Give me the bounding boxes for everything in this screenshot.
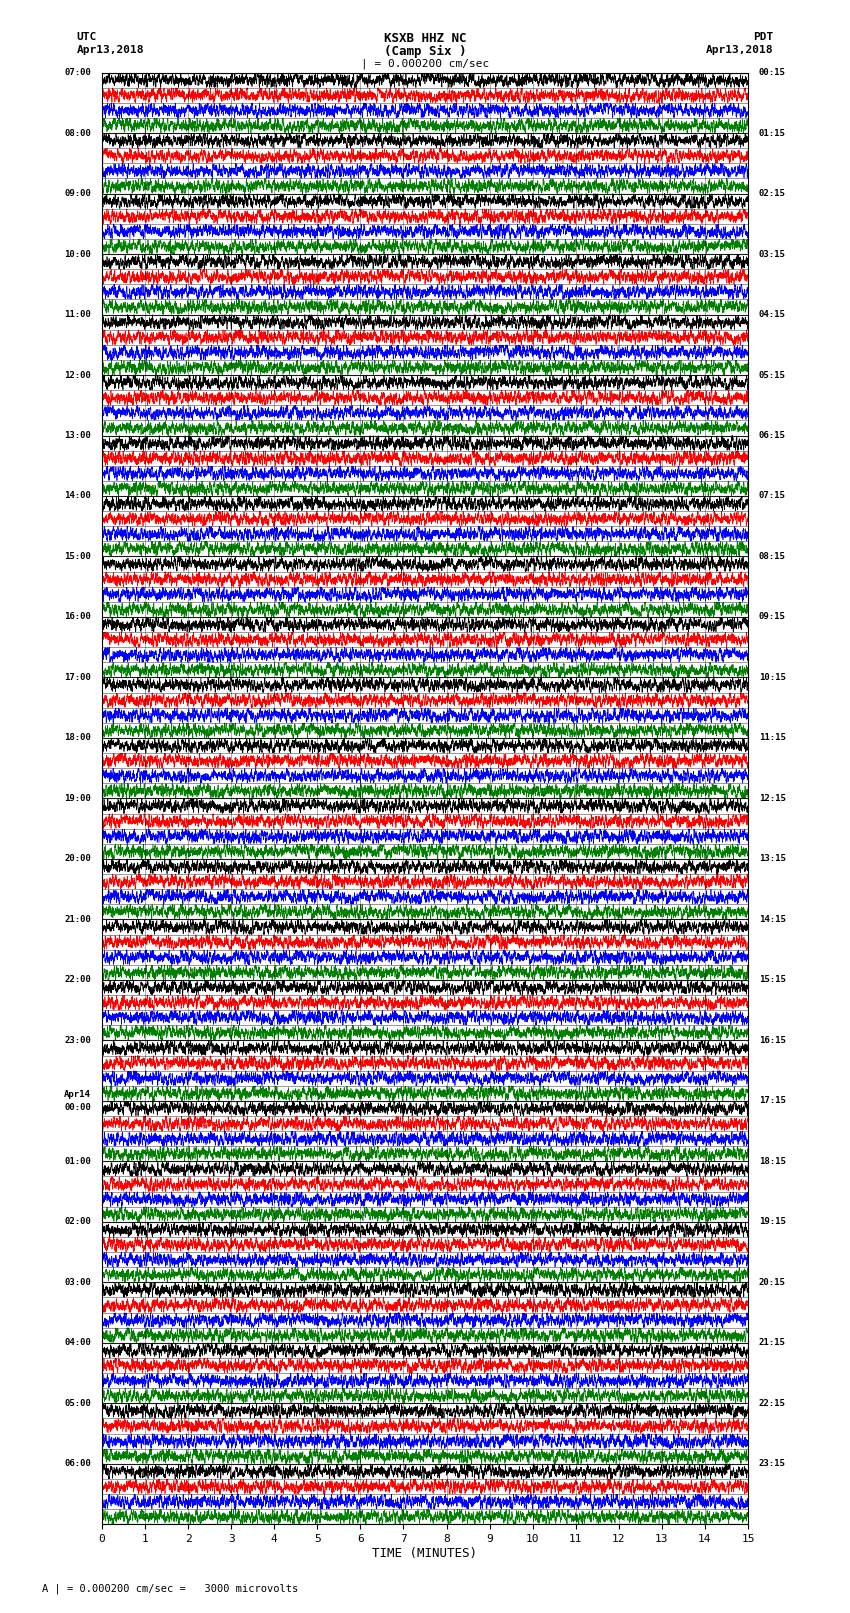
Text: 20:15: 20:15 <box>759 1277 785 1287</box>
Text: 22:15: 22:15 <box>759 1398 785 1408</box>
Text: 09:15: 09:15 <box>759 613 785 621</box>
Text: 04:15: 04:15 <box>759 310 785 319</box>
Text: 17:00: 17:00 <box>65 673 91 682</box>
Text: 18:15: 18:15 <box>759 1157 785 1166</box>
Text: 12:15: 12:15 <box>759 794 785 803</box>
Text: 06:15: 06:15 <box>759 431 785 440</box>
Text: A | = 0.000200 cm/sec =   3000 microvolts: A | = 0.000200 cm/sec = 3000 microvolts <box>42 1582 298 1594</box>
Text: 01:15: 01:15 <box>759 129 785 137</box>
Text: 02:00: 02:00 <box>65 1218 91 1226</box>
Text: 12:00: 12:00 <box>65 371 91 379</box>
Text: Apr13,2018: Apr13,2018 <box>706 45 774 55</box>
Text: 17:15: 17:15 <box>759 1097 785 1105</box>
Text: 21:15: 21:15 <box>759 1339 785 1347</box>
Text: 15:00: 15:00 <box>65 552 91 561</box>
Text: 16:00: 16:00 <box>65 613 91 621</box>
X-axis label: TIME (MINUTES): TIME (MINUTES) <box>372 1547 478 1560</box>
Text: 07:00: 07:00 <box>65 68 91 77</box>
Text: 14:00: 14:00 <box>65 492 91 500</box>
Text: 10:00: 10:00 <box>65 250 91 258</box>
Text: 03:00: 03:00 <box>65 1277 91 1287</box>
Text: 16:15: 16:15 <box>759 1036 785 1045</box>
Text: 11:15: 11:15 <box>759 734 785 742</box>
Text: 20:00: 20:00 <box>65 855 91 863</box>
Text: Apr13,2018: Apr13,2018 <box>76 45 144 55</box>
Text: 18:00: 18:00 <box>65 734 91 742</box>
Text: 05:15: 05:15 <box>759 371 785 379</box>
Text: 11:00: 11:00 <box>65 310 91 319</box>
Text: UTC: UTC <box>76 32 97 42</box>
Text: 00:00: 00:00 <box>65 1103 91 1111</box>
Text: 08:15: 08:15 <box>759 552 785 561</box>
Text: KSXB HHZ NC: KSXB HHZ NC <box>383 32 467 45</box>
Text: 04:00: 04:00 <box>65 1339 91 1347</box>
Text: 19:00: 19:00 <box>65 794 91 803</box>
Text: 07:15: 07:15 <box>759 492 785 500</box>
Text: 03:15: 03:15 <box>759 250 785 258</box>
Text: 23:15: 23:15 <box>759 1460 785 1468</box>
Text: (Camp Six ): (Camp Six ) <box>383 45 467 58</box>
Text: 23:00: 23:00 <box>65 1036 91 1045</box>
Text: PDT: PDT <box>753 32 774 42</box>
Text: 22:00: 22:00 <box>65 976 91 984</box>
Text: 19:15: 19:15 <box>759 1218 785 1226</box>
Text: 10:15: 10:15 <box>759 673 785 682</box>
Text: 02:15: 02:15 <box>759 189 785 198</box>
Text: 13:00: 13:00 <box>65 431 91 440</box>
Text: | = 0.000200 cm/sec: | = 0.000200 cm/sec <box>361 58 489 69</box>
Text: 21:00: 21:00 <box>65 915 91 924</box>
Text: 13:15: 13:15 <box>759 855 785 863</box>
Text: Apr14: Apr14 <box>65 1090 91 1098</box>
Text: 06:00: 06:00 <box>65 1460 91 1468</box>
Text: 15:15: 15:15 <box>759 976 785 984</box>
Text: 00:15: 00:15 <box>759 68 785 77</box>
Text: 01:00: 01:00 <box>65 1157 91 1166</box>
Text: 05:00: 05:00 <box>65 1398 91 1408</box>
Text: 14:15: 14:15 <box>759 915 785 924</box>
Text: 09:00: 09:00 <box>65 189 91 198</box>
Text: 08:00: 08:00 <box>65 129 91 137</box>
